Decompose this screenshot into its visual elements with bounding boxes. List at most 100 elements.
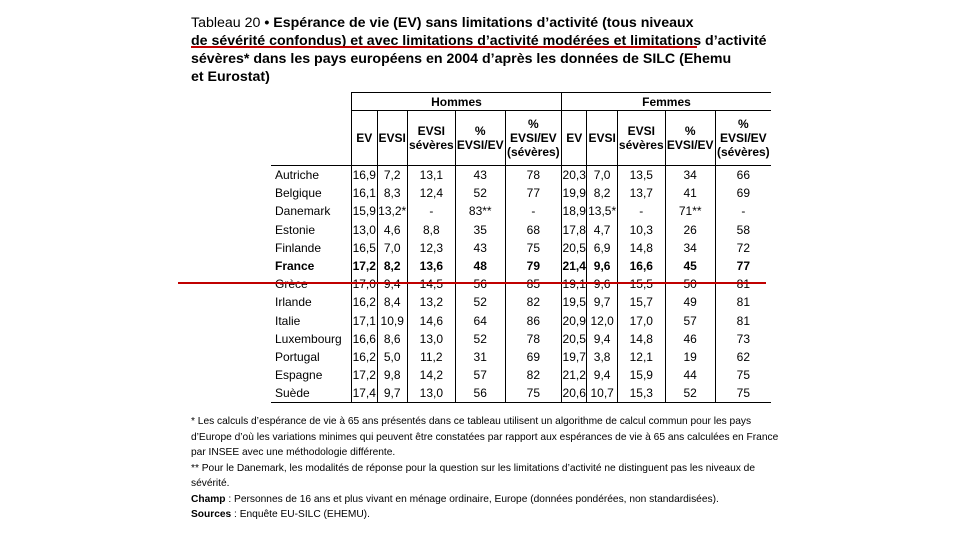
table-cell: 75 <box>714 384 771 404</box>
table-cell: 86 <box>504 311 562 330</box>
table-cell: 13,2* <box>376 202 408 221</box>
table-cell: 9,7 <box>586 293 618 312</box>
table-cell: 9,4 <box>376 275 408 294</box>
column-header-line: % <box>737 117 749 131</box>
table-cell: 13,0 <box>406 329 456 348</box>
table-cell: 64 <box>454 311 506 330</box>
table-cell: 58 <box>714 220 771 239</box>
table-cell: 10,3 <box>616 220 666 239</box>
table-cell: 17,4 <box>351 384 377 404</box>
country-name: France <box>275 259 315 274</box>
table-cell: 17,1 <box>351 311 377 330</box>
table-cell: 8,4 <box>376 293 408 312</box>
table-row: Grèce 17,0 9,4 14,5 56 85 19,1 9,6 15,5 50 81 <box>271 275 771 294</box>
table-cell: 78 <box>504 329 562 348</box>
column-header-line: sévères <box>408 138 454 152</box>
table-cell: 9,4 <box>586 329 618 348</box>
table-title: Tableau 20 • Espérance de vie (EV) sans … <box>191 14 781 86</box>
table-cell: 73 <box>714 329 771 348</box>
table-cell: 9,6 <box>586 275 618 294</box>
country-name: Estonie <box>275 222 316 237</box>
table-cell: 31 <box>454 347 506 367</box>
table-cell: 82 <box>504 366 562 385</box>
table-cell: 52 <box>454 184 506 203</box>
table-cell: 44 <box>664 366 716 385</box>
table-cell: 19,7 <box>560 347 587 367</box>
table-cell: 52 <box>454 329 506 348</box>
table-row: Danemark 15,9 13,2* -83** -18,9 13,5* -71** - <box>271 202 771 221</box>
country-name: Suède <box>271 384 352 404</box>
table-cell: 56 <box>454 384 506 404</box>
table-cell: - <box>616 202 666 221</box>
table-cell: 66 <box>714 165 771 185</box>
table-cell: 20,6 <box>560 384 587 404</box>
country-name: Danemark <box>275 204 331 219</box>
country-name: Irlande <box>275 295 312 310</box>
column-header: % EVSI/EV <box>454 110 506 166</box>
table-cell: 5,0 <box>376 347 408 367</box>
note-2: ** Pour le Danemark, les modalités de ré… <box>191 462 756 490</box>
table-cell: 81 <box>714 311 771 330</box>
table-cell: 35 <box>454 220 506 239</box>
column-header: EVSI sévères <box>406 110 456 166</box>
table-cell: 21,4 <box>560 256 587 276</box>
table-row: Espagne 17,2 9,8 14,2 57 82 21,2 9,4 15,9 44 75 <box>271 366 771 385</box>
table-cell: 15,5 <box>616 275 666 294</box>
empty-corner-2 <box>271 110 352 166</box>
table-cell: 16,2 <box>351 347 377 367</box>
table-row: France 17,2 8,2 13,6 48 79 21,4 9,6 16,6 45 77 <box>271 256 771 276</box>
country-name: Grèce <box>275 277 308 292</box>
table-cell: 15,9 <box>351 202 377 221</box>
table-cell: - <box>714 202 771 221</box>
table-cell: 6,9 <box>586 238 618 257</box>
table-cell: 17,0 <box>351 275 377 294</box>
table-cell: 14,2 <box>406 366 456 385</box>
table-cell: 79 <box>504 256 562 276</box>
table-cell: 69 <box>504 347 562 367</box>
country-name: Portugal <box>275 349 320 364</box>
table-cell: 15,9 <box>616 366 666 385</box>
title-line-3: sévères* dans les pays européens en 2004… <box>191 51 732 67</box>
table-row: Suède 17,4 9,7 13,0 56 75 20,6 10,7 15,3 52 75 <box>271 384 771 404</box>
table-cell: 7,0 <box>376 238 408 257</box>
table-cell: 49 <box>664 293 716 312</box>
column-header-row: EV EVSI EVSI sévères% EVSI/EV% EVSI/EV (sévère… <box>271 110 771 166</box>
column-header-line: % <box>527 117 539 131</box>
table-cell: 8,8 <box>406 220 456 239</box>
table-cell: 4,7 <box>586 220 618 239</box>
table-cell: 20,9 <box>560 311 587 330</box>
table-cell: 78 <box>504 165 562 185</box>
data-table: Hommes Femmes EV EVSI EVSI sévères% EVSI/EV%… <box>271 92 771 404</box>
table-cell: 41 <box>664 184 716 203</box>
table-cell: 12,1 <box>616 347 666 367</box>
table-cell: 15,7 <box>616 293 666 312</box>
sources-line: Sources : Enquête EU-SILC (EHEMU). <box>191 507 781 523</box>
table-cell: 82 <box>504 293 562 312</box>
table-cell: 81 <box>714 275 771 294</box>
column-header-line: (sévères) <box>506 145 560 159</box>
table-cell: 17,0 <box>616 311 666 330</box>
table-cell: 9,7 <box>376 384 408 404</box>
table-cell: 71** <box>664 202 716 221</box>
column-header: EVSI <box>376 110 408 166</box>
table-row: Autriche 16,9 7,2 13,1 43 78 20,3 7,0 13,5 34 66 <box>271 165 771 185</box>
title-text-1: Espérance de vie (EV) sans limitations d… <box>273 15 694 31</box>
table-cell: 8,2 <box>586 184 618 203</box>
table-row: Italie 17,1 10,9 14,6 64 86 20,9 12,0 17,0 57 81 <box>271 311 771 330</box>
table-cell: 16,2 <box>351 293 377 312</box>
column-header-line: EV <box>356 131 373 145</box>
group-header-femmes: Femmes <box>560 92 771 111</box>
column-header: EV <box>351 110 377 166</box>
note-1: * Les calculs d’espérance de vie à 65 an… <box>191 416 779 458</box>
column-header: EVSI <box>586 110 618 166</box>
table-cell: 9,6 <box>586 256 618 276</box>
title-underline <box>191 46 697 48</box>
champ-text: : Personnes de 16 ans et plus vivant en … <box>225 493 719 505</box>
table-cell: 9,4 <box>586 366 618 385</box>
table-cell: 21,2 <box>560 366 587 385</box>
column-header-line: % <box>684 124 696 138</box>
table-cell: 20,3 <box>560 165 587 185</box>
table-cell: 56 <box>454 275 506 294</box>
table-cell: 3,8 <box>586 347 618 367</box>
empty-corner <box>271 93 352 111</box>
